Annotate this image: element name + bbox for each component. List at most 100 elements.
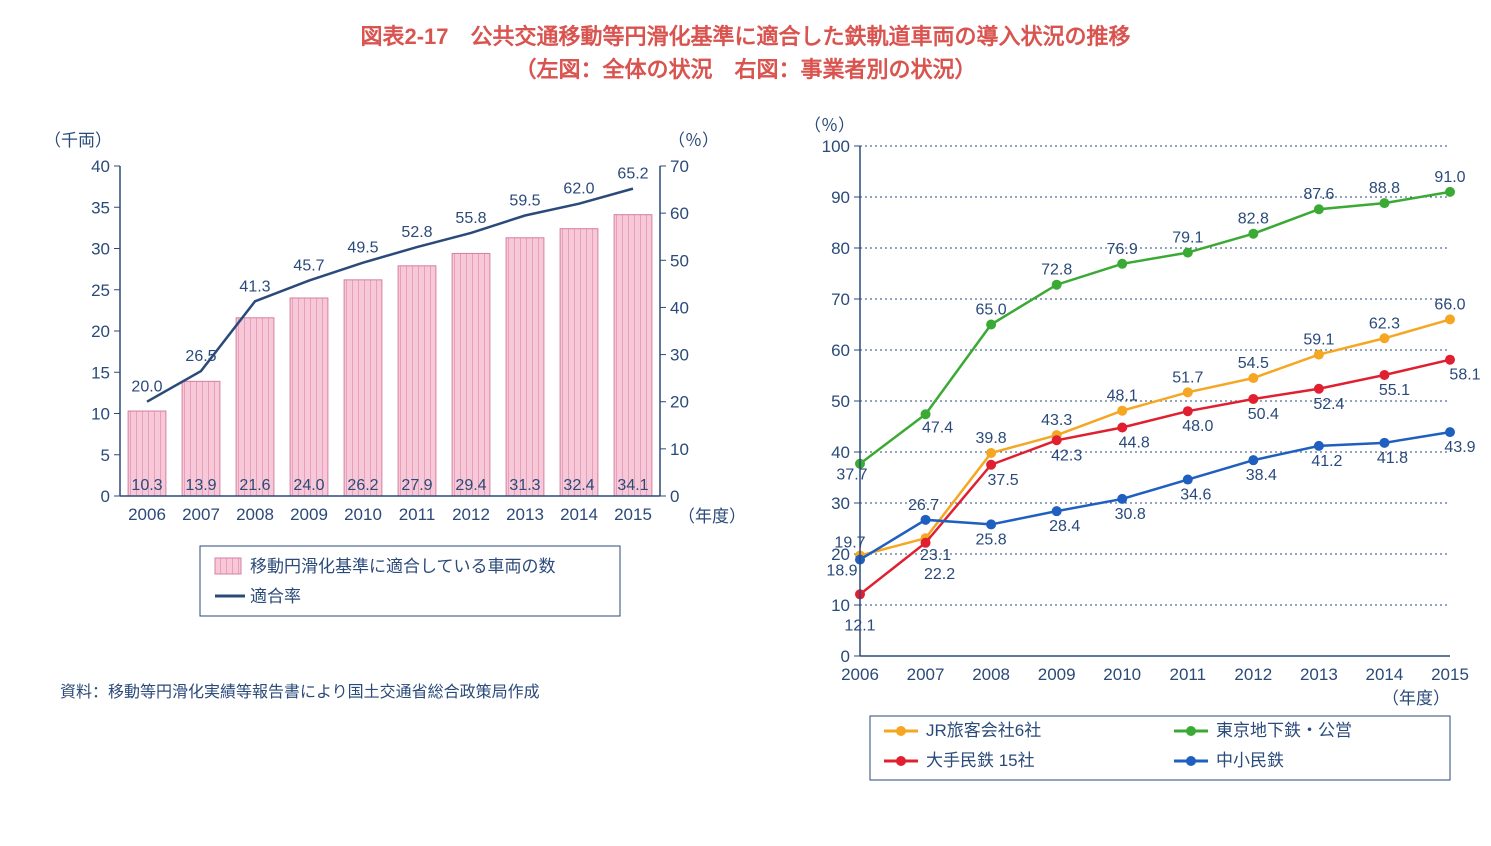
series-value-label-metro: 88.8 [1369, 180, 1400, 197]
series-marker-minor [921, 515, 931, 525]
series-value-label-metro: 65.0 [976, 302, 1007, 319]
series-marker-jr [1314, 350, 1324, 360]
line-value-label: 20.0 [131, 379, 162, 396]
bar-value-label: 34.1 [617, 477, 648, 494]
series-value-label-minor: 30.8 [1115, 506, 1146, 523]
series-value-label-metro: 87.6 [1303, 186, 1334, 203]
svg-text:5: 5 [101, 446, 110, 465]
svg-text:（年度）: （年度） [678, 507, 740, 526]
series-marker-minor [1183, 475, 1193, 485]
series-value-label-jr: 59.1 [1303, 332, 1334, 349]
series-marker-jr [1183, 387, 1193, 397]
svg-text:30: 30 [91, 240, 110, 259]
series-marker-major [1445, 355, 1455, 365]
svg-text:25: 25 [91, 281, 110, 300]
line-value-label: 41.3 [239, 278, 270, 295]
series-marker-major [986, 460, 996, 470]
legend-label-major: 大手民鉄 15社 [926, 751, 1035, 770]
bar-value-label: 24.0 [293, 477, 324, 494]
series-value-label-minor: 25.8 [976, 531, 1007, 548]
svg-text:（年度）: （年度） [1382, 689, 1450, 708]
series-marker-minor [1379, 438, 1389, 448]
series-marker-metro [1183, 248, 1193, 258]
x-category-label: 2015 [614, 505, 652, 524]
series-marker-metro [1379, 198, 1389, 208]
left-chart: （千両）（％）（年度）05101520253035400102030405060… [40, 106, 740, 666]
svg-text:40: 40 [91, 157, 110, 176]
line-value-label: 59.5 [509, 193, 540, 210]
series-marker-minor [1248, 455, 1258, 465]
x-category-label: 2007 [182, 505, 220, 524]
x-category-label: 2013 [506, 505, 544, 524]
chart-title: 図表2-17 公共交通移動等円滑化基準に適合した鉄軌道車両の導入状況の推移 （左… [40, 20, 1451, 86]
series-value-label-major: 42.3 [1051, 447, 1082, 464]
legend-label-bar: 移動円滑化基準に適合している車両の数 [250, 557, 556, 576]
bar [614, 215, 652, 496]
series-marker-metro [1117, 259, 1127, 269]
series-value-label-jr: 62.3 [1369, 315, 1400, 332]
series-value-label-jr: 48.1 [1107, 388, 1138, 405]
series-marker-major [921, 538, 931, 548]
series-marker-minor [1117, 494, 1127, 504]
series-marker-metro [1445, 187, 1455, 197]
series-marker-major [1183, 406, 1193, 416]
x-category-label: 2007 [907, 665, 945, 684]
x-category-label: 2006 [128, 505, 166, 524]
chart-title-line1: 図表2-17 公共交通移動等円滑化基準に適合した鉄軌道車両の導入状況の推移 [360, 24, 1130, 49]
series-value-label-minor: 26.7 [908, 497, 939, 514]
series-value-label-minor: 28.4 [1049, 518, 1080, 535]
svg-text:（千両）: （千両） [44, 131, 112, 150]
x-category-label: 2014 [1366, 665, 1404, 684]
right-panel: （％）（年度）010203040506070809010020062007200… [780, 106, 1480, 806]
bar-value-label: 13.9 [185, 477, 216, 494]
svg-text:50: 50 [831, 392, 850, 411]
svg-text:（％）: （％） [668, 131, 719, 150]
line-value-label: 55.8 [455, 210, 486, 227]
bar [560, 229, 598, 496]
bar [236, 318, 274, 496]
line-value-label: 62.0 [563, 181, 594, 198]
series-marker-metro [1314, 204, 1324, 214]
series-value-label-jr: 19.7 [834, 535, 865, 552]
series-value-label-metro: 79.1 [1172, 230, 1203, 247]
series-marker-jr [1248, 373, 1258, 383]
series-value-label-major: 22.2 [924, 566, 955, 583]
svg-text:0: 0 [670, 487, 679, 506]
x-category-label: 2009 [290, 505, 328, 524]
chart-title-line2: （左図：全体の状況 右図：事業者別の状況） [514, 57, 976, 82]
series-value-label-metro: 37.7 [836, 467, 867, 484]
line-value-label: 45.7 [293, 258, 324, 275]
series-value-label-jr: 66.0 [1434, 296, 1465, 313]
svg-text:60: 60 [831, 341, 850, 360]
series-marker-jr [1445, 314, 1455, 324]
bar-value-label: 32.4 [563, 477, 594, 494]
x-category-label: 2011 [1169, 665, 1206, 684]
x-category-label: 2006 [841, 665, 879, 684]
series-marker-minor [986, 519, 996, 529]
series-marker-metro [1248, 229, 1258, 239]
chart-panels: （千両）（％）（年度）05101520253035400102030405060… [40, 106, 1451, 806]
svg-text:100: 100 [822, 137, 850, 156]
series-value-label-jr: 51.7 [1172, 369, 1203, 386]
series-value-label-jr: 23.1 [920, 547, 951, 564]
x-category-label: 2009 [1038, 665, 1076, 684]
x-category-label: 2013 [1300, 665, 1338, 684]
series-value-label-major: 48.0 [1182, 418, 1213, 435]
legend-marker-jr [896, 726, 906, 736]
legend-swatch-bar [215, 558, 241, 574]
series-value-label-major: 50.4 [1248, 406, 1279, 423]
legend-label-minor: 中小民鉄 [1216, 751, 1284, 770]
series-value-label-minor: 38.4 [1246, 467, 1277, 484]
svg-text:30: 30 [670, 346, 689, 365]
svg-text:35: 35 [91, 198, 110, 217]
series-value-label-jr: 39.8 [976, 430, 1007, 447]
x-category-label: 2010 [1103, 665, 1141, 684]
series-marker-jr [986, 448, 996, 458]
x-category-label: 2014 [560, 505, 598, 524]
svg-text:30: 30 [831, 494, 850, 513]
series-value-label-minor: 43.9 [1444, 439, 1475, 456]
svg-text:20: 20 [670, 393, 689, 412]
svg-text:10: 10 [670, 440, 689, 459]
legend-marker-major [896, 756, 906, 766]
series-value-label-metro: 47.4 [922, 419, 953, 436]
